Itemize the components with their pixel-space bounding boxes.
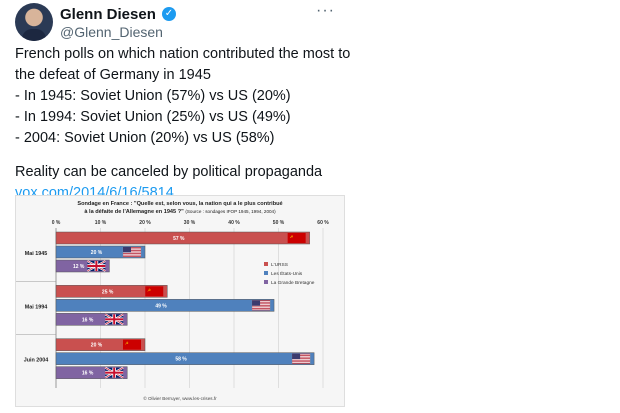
bar <box>55 338 146 351</box>
tweet-closing-line: Reality can be canceled by political pro… <box>15 164 323 180</box>
data-label: 57 % <box>173 236 185 242</box>
flag-canton <box>252 300 261 306</box>
flag-canton <box>292 353 301 360</box>
flag-stripe <box>252 309 271 311</box>
flag-stripe <box>123 253 141 254</box>
flag-cross <box>87 265 106 267</box>
flag-stripe <box>123 248 141 250</box>
tweet-line: the defeat of Germany in 1945 <box>15 67 211 83</box>
tweet-line: French polls on which nation contributed… <box>15 46 351 62</box>
bar <box>55 285 168 298</box>
flag-stripe <box>292 358 311 360</box>
x-tick-label: 30 % <box>184 220 196 226</box>
ussr-flag-icon <box>123 339 141 350</box>
chart-title-question: à la défaite de l'Allemagne en 1945 ?" <box>84 209 185 215</box>
data-label: 25 % <box>102 289 114 295</box>
flag-cross <box>105 318 124 321</box>
bar-chart: Sondage en France : "Quelle est, selon v… <box>16 201 329 401</box>
category-label: Juin 2004 <box>24 358 49 364</box>
author-handle[interactable]: @Glenn_Diesen <box>60 24 163 40</box>
flag-stripe <box>123 247 141 248</box>
flag-cross <box>105 371 124 374</box>
flag-stripe <box>252 300 271 302</box>
data-label: 20 % <box>91 250 103 256</box>
tweet-text: French polls on which nation contributed… <box>15 44 360 204</box>
flag-stripe <box>292 362 311 364</box>
flag-stripe <box>292 355 311 356</box>
legend-swatch <box>264 280 268 284</box>
author-name[interactable]: Glenn Diesen <box>60 6 156 23</box>
x-tick-label: 50 % <box>273 220 285 226</box>
hammer-sickle-icon: ☭ <box>125 341 129 346</box>
flag-stripe <box>123 254 141 256</box>
legend-swatch <box>264 262 268 266</box>
chart-title: Sondage en France : "Quelle est, selon v… <box>77 201 282 207</box>
chart-credit: © Olivier Berruyer, www.les-crises.fr <box>143 395 217 401</box>
flag-stripe <box>123 256 141 257</box>
flag-stripe <box>252 308 271 309</box>
chart-title-line2: à la défaite de l'Allemagne en 1945 ?" (… <box>84 209 276 215</box>
bar <box>55 245 146 259</box>
tweet-line: - 2004: Soviet Union (20%) vs US (58%) <box>15 130 275 146</box>
bar <box>55 231 310 245</box>
flag-stripe <box>252 304 271 306</box>
bar <box>55 299 275 312</box>
legend-label: Les États-Unis <box>271 270 303 277</box>
flag-stripe <box>292 359 311 361</box>
legend-label: L'URSS <box>271 262 288 268</box>
data-label: 49 % <box>155 303 167 309</box>
flag-stripe <box>123 250 141 251</box>
x-tick-label: 60 % <box>317 220 329 226</box>
data-label: 12 % <box>73 264 85 270</box>
data-label: 58 % <box>175 357 187 363</box>
tweet-line: - In 1945: Soviet Union (57%) vs US (20%… <box>15 88 291 104</box>
data-label: 20 % <box>91 343 103 349</box>
hammer-sickle-icon: ☭ <box>290 234 294 239</box>
verified-badge-icon: ✓ <box>162 7 176 21</box>
data-label: 16 % <box>82 317 94 323</box>
flag-stripe <box>252 301 271 303</box>
flag-canton <box>123 247 131 253</box>
flag-stripe <box>123 251 141 253</box>
avatar[interactable] <box>15 3 53 41</box>
x-tick-label: 10 % <box>95 220 107 226</box>
flag-stripe <box>252 306 271 308</box>
category-label: Mai 1945 <box>25 251 47 257</box>
flag-stripe <box>292 353 311 355</box>
x-tick-label: 40 % <box>228 220 240 226</box>
flag-stripe <box>292 361 311 363</box>
ussr-flag-icon <box>287 233 306 243</box>
tweet-line: - In 1994: Soviet Union (25%) vs US (49%… <box>15 109 291 125</box>
legend-swatch <box>264 271 268 275</box>
flag-stripe <box>292 356 311 358</box>
more-options-icon[interactable]: ··· <box>316 2 335 19</box>
legend-label: La Grande Bretagne <box>271 280 315 286</box>
x-tick-label: 20 % <box>139 220 151 226</box>
chart-image[interactable]: Sondage en France : "Quelle est, selon v… <box>15 195 345 407</box>
flag-stripe <box>252 303 271 305</box>
bar <box>55 352 315 365</box>
x-tick-label: 0 % <box>52 220 61 226</box>
ussr-flag-icon <box>145 286 164 297</box>
hammer-sickle-icon: ☭ <box>147 287 151 292</box>
data-label: 16 % <box>82 371 94 377</box>
category-label: Mai 1994 <box>25 304 47 310</box>
chart-source: (Source : sondages IFOP 1945, 1994, 2004… <box>185 209 276 214</box>
